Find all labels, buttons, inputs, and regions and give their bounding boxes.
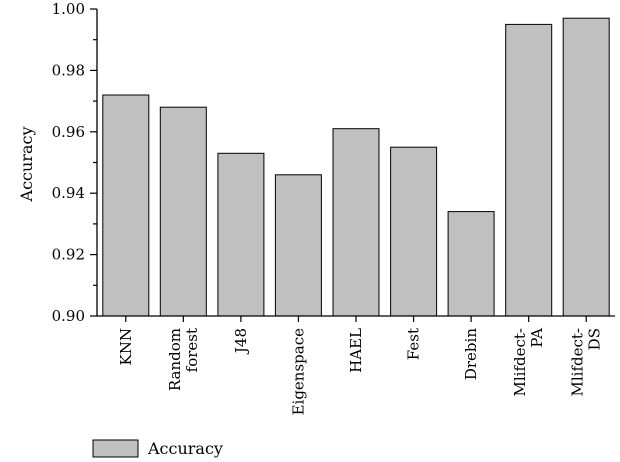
x-labels-group: KNN Randomforest J48 Eigenspace HAEL Fest Dreb…: [117, 316, 604, 415]
y-tick-label: 0.98: [52, 61, 85, 79]
y-tick-label: 0.94: [52, 184, 85, 202]
x-tick-label: J48: [232, 328, 250, 355]
bar: [562, 17, 610, 317]
bar: [447, 211, 495, 317]
legend: Accuracy: [92, 439, 223, 458]
x-tick-label: HAEL: [347, 328, 365, 373]
y-tick-label: 1.00: [52, 0, 85, 18]
bar: [332, 128, 380, 317]
legend-label: Accuracy: [147, 439, 223, 458]
y-ticks-group: 0.90 0.92 0.94 0.96 0.98 1.00: [52, 0, 97, 325]
bar: [217, 152, 265, 317]
x-tick-label: Mlifdect-PA: [511, 328, 546, 397]
x-tick-label: Drebin: [462, 328, 480, 380]
bar: [390, 146, 438, 317]
x-tick-label: Eigenspace: [289, 328, 307, 416]
legend-swatch: [92, 439, 139, 458]
x-tick-label: KNN: [117, 328, 135, 365]
x-tick-label: Randomforest: [166, 328, 201, 391]
y-tick-label: 0.96: [52, 123, 85, 141]
y-axis-title: Accuracy: [17, 127, 36, 203]
bar: [102, 94, 150, 317]
bar: [274, 174, 322, 317]
y-tick-label: 0.90: [52, 307, 85, 325]
bars-group: [102, 17, 610, 317]
y-tick-label: 0.92: [52, 246, 85, 264]
x-tick-label: Fest: [405, 328, 423, 360]
bar: [159, 106, 207, 317]
x-tick-label: Mlifdect-DS: [569, 328, 604, 396]
bar: [505, 23, 553, 317]
